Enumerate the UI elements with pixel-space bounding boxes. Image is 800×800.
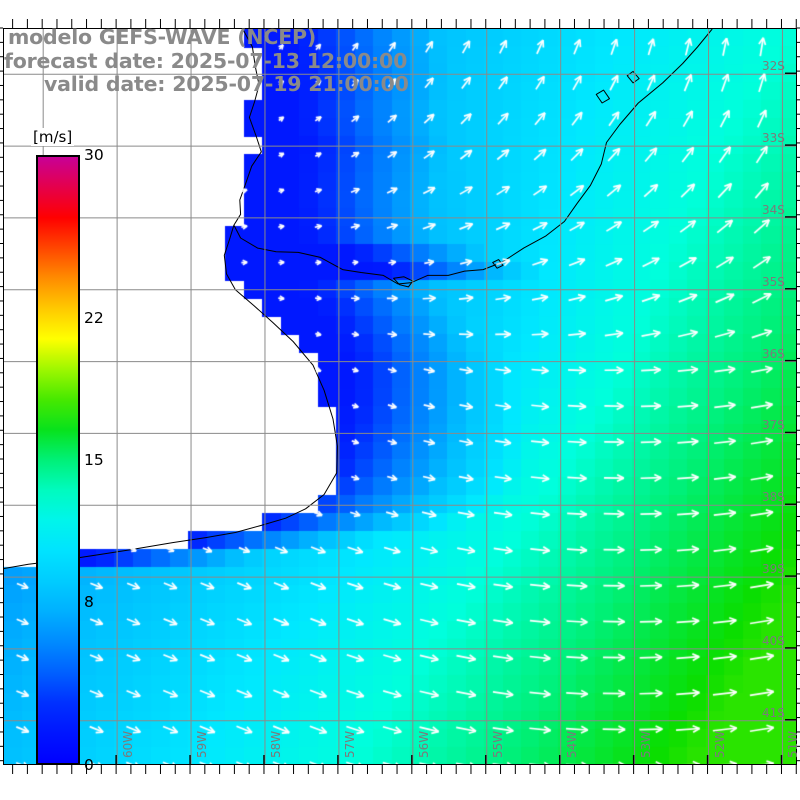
colorbar[interactable] xyxy=(36,155,80,765)
map-canvas-wrapper xyxy=(4,29,796,764)
y-axis-label-35S: 35S xyxy=(762,274,785,289)
colorbar-tick-0: 0 xyxy=(84,756,94,774)
x-axis-label-52W: 52W xyxy=(712,730,727,758)
chart-title-block: modelo GEFS-WAVE (NCEP) forecast date: 2… xyxy=(0,25,520,97)
x-axis-label-59W: 59W xyxy=(195,730,210,758)
y-axis-label-37S: 37S xyxy=(762,418,785,433)
y-axis-label-40S: 40S xyxy=(762,633,785,648)
colorbar-tick-22: 22 xyxy=(84,308,104,327)
x-axis-label-54W: 54W xyxy=(564,730,579,758)
colorbar-tick-30: 30 xyxy=(84,146,104,164)
colorbar-unit-label: [m/s] xyxy=(31,128,75,146)
title-model-line: modelo GEFS-WAVE (NCEP) xyxy=(8,25,316,49)
x-axis-label-56W: 56W xyxy=(416,730,431,758)
y-axis-label-38S: 38S xyxy=(762,490,785,505)
title-forecast-date-line: forecast date: 2025-07-13 12:00:00 xyxy=(4,48,408,73)
y-axis-label-36S: 36S xyxy=(762,346,785,361)
x-axis-label-51W: 51W xyxy=(786,730,800,758)
x-axis-label-53W: 53W xyxy=(638,730,653,758)
colorbar-tick-15: 15 xyxy=(84,451,104,469)
y-axis-label-39S: 39S xyxy=(762,562,785,577)
y-axis-label-32S: 32S xyxy=(762,59,785,74)
y-axis-label-34S: 34S xyxy=(762,202,785,217)
x-axis-label-60W: 60W xyxy=(121,730,136,758)
y-axis-label-33S: 33S xyxy=(762,131,785,146)
x-axis-label-58W: 58W xyxy=(268,730,283,758)
x-axis-label-57W: 57W xyxy=(342,730,357,758)
y-axis-label-41S: 41S xyxy=(762,705,785,720)
map-plot-area[interactable] xyxy=(3,28,797,765)
title-valid-date-line: valid date: 2025-07-19 21:00:00 xyxy=(44,72,409,96)
colorbar-gradient xyxy=(38,157,78,763)
windspeed-heatmap-layer xyxy=(4,29,796,764)
x-axis-label-55W: 55W xyxy=(490,730,505,758)
colorbar-tick-8: 8 xyxy=(84,593,94,612)
